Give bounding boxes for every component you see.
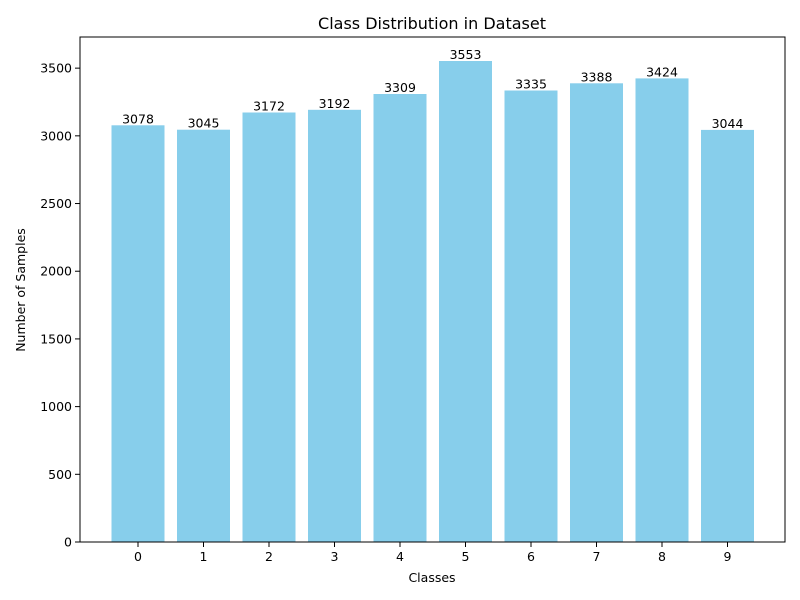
y-axis-label: Number of Samples	[13, 228, 28, 352]
x-tick-label: 6	[527, 549, 535, 564]
bar-class-1	[177, 129, 230, 542]
bar-class-9	[701, 129, 754, 542]
y-tick-label: 500	[48, 467, 72, 482]
x-tick-label: 0	[134, 549, 142, 564]
y-axis-ticks: 0 500 1000 1500 2000 2500 3000 3500	[40, 61, 80, 550]
data-label-class-1: 3045	[188, 116, 220, 131]
bar-class-5	[439, 61, 492, 542]
x-tick-label: 7	[593, 549, 601, 564]
x-tick-label: 1	[200, 549, 208, 564]
x-tick-label: 8	[658, 549, 666, 564]
y-tick-label: 3500	[40, 61, 72, 76]
y-tick-label: 2500	[40, 196, 72, 211]
y-tick-label: 1000	[40, 399, 72, 414]
data-label-class-3: 3192	[319, 96, 351, 111]
data-label-class-5: 3553	[450, 47, 482, 62]
x-tick-label: 9	[724, 549, 732, 564]
y-tick-label: 0	[64, 535, 72, 550]
chart-title: Class Distribution in Dataset	[318, 14, 546, 33]
x-tick-label: 3	[331, 549, 339, 564]
data-label-class-9: 3044	[712, 116, 744, 131]
bars-group	[111, 61, 754, 543]
x-tick-label: 5	[462, 549, 470, 564]
bar-class-7	[570, 83, 623, 543]
bar-class-0	[111, 125, 165, 543]
y-tick-label: 2000	[40, 264, 72, 279]
x-tick-label: 2	[265, 549, 273, 564]
data-label-class-0: 3078	[122, 111, 154, 126]
data-label-class-8: 3424	[646, 64, 678, 79]
data-label-class-4: 3309	[384, 80, 416, 95]
bar-class-3	[308, 109, 361, 543]
x-axis-ticks: 0 1 2 3 4 5 6 7 8 9	[134, 542, 732, 564]
data-label-class-7: 3388	[581, 69, 613, 84]
bar-class-2	[242, 112, 296, 542]
data-labels-group: 3078 3045 3172 3192 3309 3553 3335 3388 3424 3044	[122, 47, 743, 131]
bar-class-4	[373, 94, 427, 542]
data-label-class-2: 3172	[253, 99, 285, 114]
bar-class-8	[635, 78, 689, 543]
x-tick-label: 4	[396, 549, 404, 564]
data-label-class-6: 3335	[515, 77, 547, 92]
plot-frame	[79, 36, 786, 543]
bar-class-6	[504, 90, 558, 542]
y-tick-label: 3000	[40, 128, 72, 143]
x-axis-label: Classes	[408, 570, 455, 585]
y-tick-label: 1500	[40, 331, 72, 346]
